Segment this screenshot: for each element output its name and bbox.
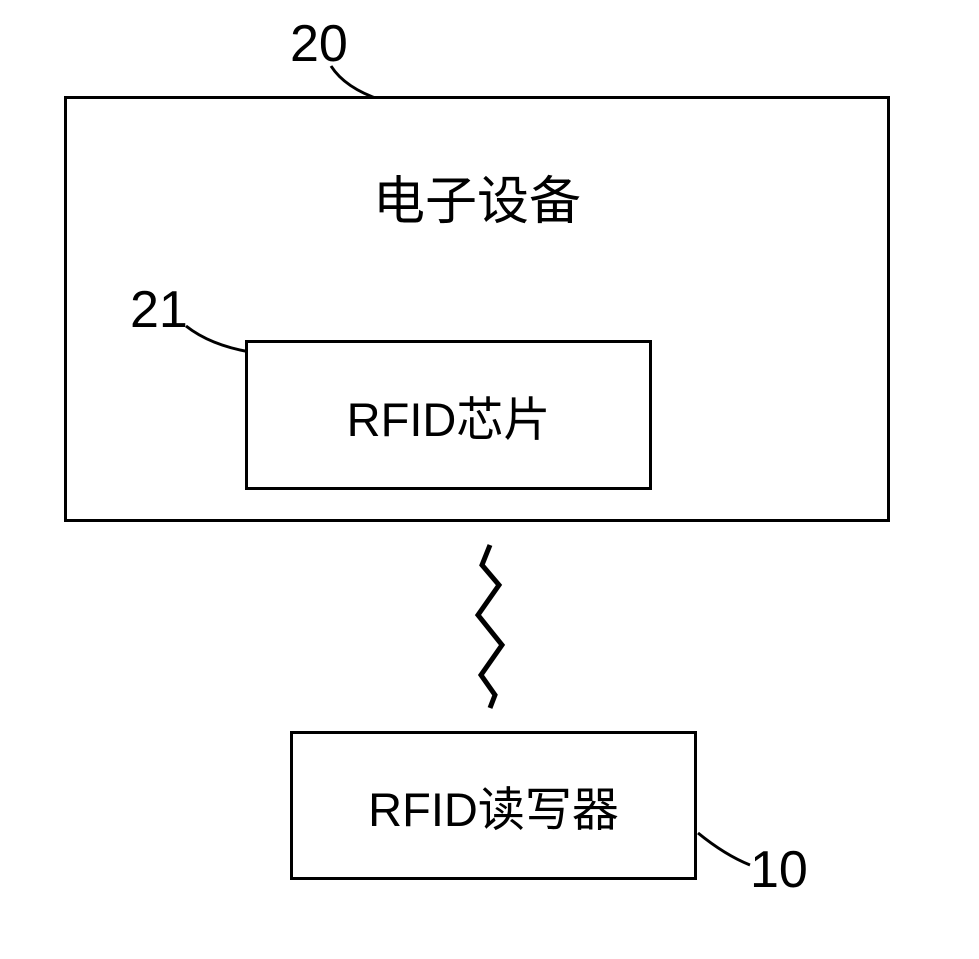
wireless-connection-icon bbox=[465, 540, 515, 710]
diagram-container: 20 电子设备 21 RFID芯片 RFID读写器 10 bbox=[0, 0, 979, 959]
electronic-device-label: 电子设备 bbox=[373, 159, 581, 234]
rfid-reader-box: RFID读写器 bbox=[290, 731, 697, 880]
rfid-chip-box: RFID芯片 bbox=[245, 340, 652, 490]
rfid-chip-label: RFID芯片 bbox=[347, 381, 551, 450]
rfid-reader-label: RFID读写器 bbox=[368, 771, 619, 840]
leader-line-10 bbox=[690, 825, 760, 875]
